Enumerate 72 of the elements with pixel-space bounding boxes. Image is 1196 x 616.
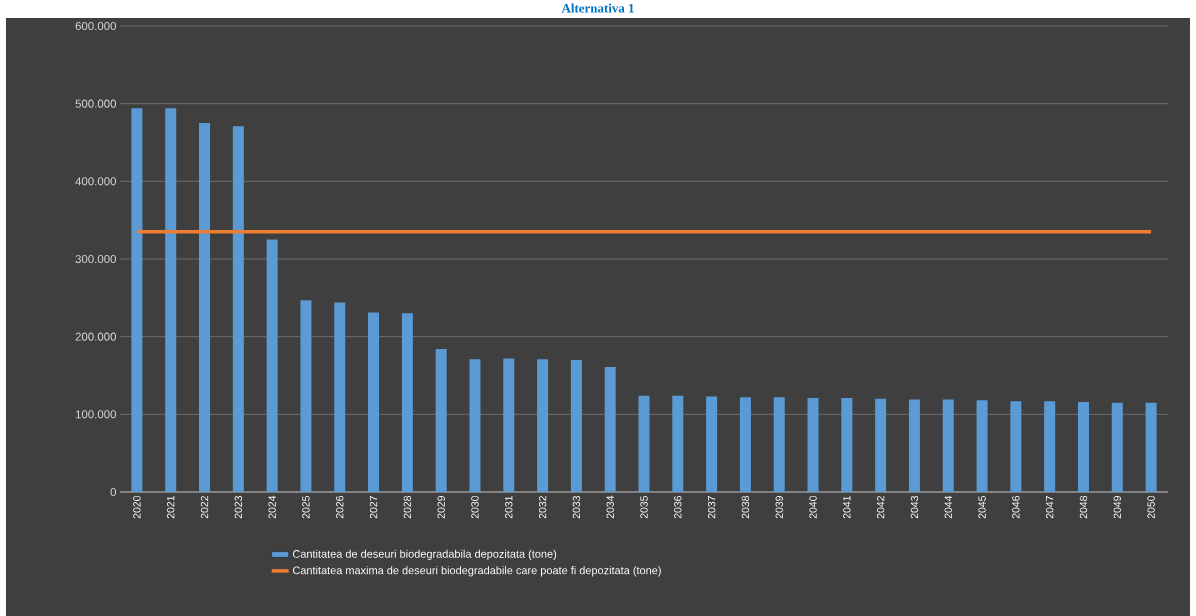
bar <box>807 398 819 492</box>
x-tick-label: 2044 <box>944 495 952 519</box>
y-tick-label: 500.000 <box>75 99 117 108</box>
x-tick-label: 2022 <box>200 496 209 519</box>
x-tick-label: 2041 <box>843 496 851 519</box>
y-tick-label: 200.000 <box>75 332 117 341</box>
bar <box>976 400 988 492</box>
bar <box>537 359 549 492</box>
bar <box>266 239 278 492</box>
bar <box>1044 401 1056 492</box>
x-tick-label: 2048 <box>1079 495 1088 519</box>
legend-label: Cantitatea de deseuri biodegradabila depozitata (tone) <box>292 549 557 560</box>
x-tick-label: 2047 <box>1045 496 1054 519</box>
y-tick-label: 100.000 <box>75 410 117 419</box>
x-tick-label: 2039 <box>775 496 783 519</box>
x-tick-label: 2027 <box>369 496 378 519</box>
x-tick-label: 2034 <box>606 495 614 519</box>
x-tick-label: 2049 <box>1113 496 1121 519</box>
bar <box>672 395 684 492</box>
x-tick-label: 2030 <box>471 495 479 519</box>
x-tick-label: 2021 <box>167 496 175 519</box>
bar <box>706 396 718 492</box>
y-tick-label: 400.000 <box>75 177 117 186</box>
bar <box>638 395 650 492</box>
x-tick-label: 2031 <box>505 496 513 519</box>
bar <box>739 397 751 492</box>
bar <box>401 313 413 492</box>
bar <box>131 108 143 492</box>
x-tick-label: 2029 <box>437 496 445 519</box>
bar <box>469 359 481 492</box>
x-tick-label: 2032 <box>538 496 547 519</box>
x-tick-label: 2020 <box>133 495 141 519</box>
y-tick-label: 600.000 <box>75 21 117 31</box>
bar <box>942 399 954 492</box>
bar <box>435 349 447 492</box>
bar <box>1145 402 1157 492</box>
x-tick-label: 2024 <box>268 495 276 519</box>
x-tick-label: 2046 <box>1012 495 1020 519</box>
chart-title: Alternativa 1 <box>561 3 634 13</box>
bar <box>604 366 616 492</box>
bar <box>165 108 177 492</box>
bar <box>1010 401 1022 492</box>
bar <box>199 123 211 492</box>
legend-label: Cantitatea maxima de deseuri biodegradabile care poate fi depozitata (tone) <box>292 566 661 577</box>
x-tick-label: 2045 <box>978 495 986 519</box>
bar <box>334 302 346 492</box>
bar <box>570 359 582 492</box>
y-tick-label: 300.000 <box>75 254 117 264</box>
x-tick-label: 2028 <box>403 495 412 519</box>
bar <box>841 398 853 492</box>
x-tick-label: 2033 <box>572 495 581 519</box>
x-tick-label: 2037 <box>707 496 716 519</box>
bar <box>368 312 380 492</box>
bar <box>773 397 785 492</box>
x-tick-label: 2038 <box>741 495 750 519</box>
x-tick-label: 2026 <box>336 495 344 519</box>
bar <box>1077 401 1089 492</box>
x-tick-label: 2025 <box>302 495 310 519</box>
y-tick-label: 0 <box>110 487 117 497</box>
x-tick-label: 2042 <box>876 496 885 519</box>
x-tick-label: 2036 <box>674 495 682 519</box>
x-tick-label: 2023 <box>234 495 243 519</box>
x-tick-label: 2043 <box>910 495 919 519</box>
x-tick-label: 2050 <box>1147 495 1155 519</box>
bar <box>232 126 244 492</box>
x-tick-label: 2040 <box>809 495 817 519</box>
bar <box>875 398 887 492</box>
bar <box>908 399 920 492</box>
x-tick-label: 2035 <box>640 495 648 519</box>
bar <box>503 358 515 492</box>
bar <box>300 300 312 492</box>
bar <box>1111 402 1123 492</box>
